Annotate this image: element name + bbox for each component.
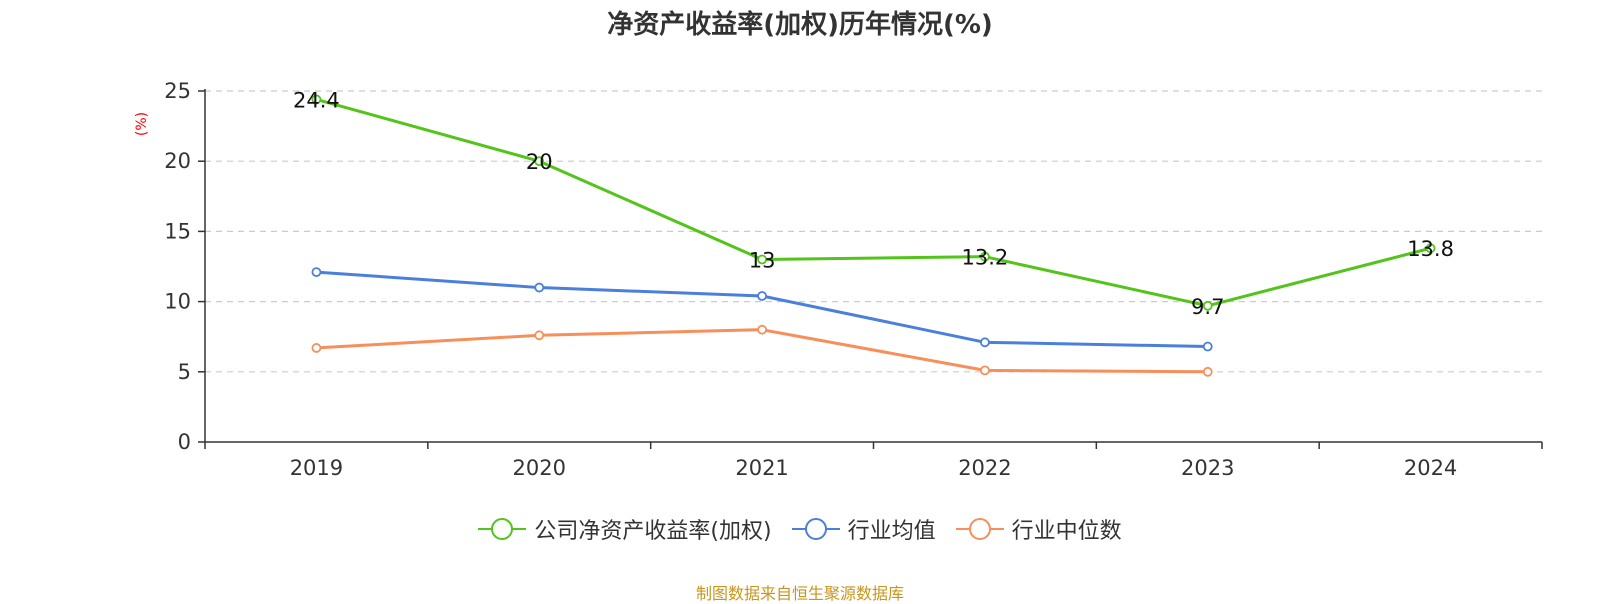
data-point[interactable] xyxy=(757,254,767,265)
legend-label: 行业中位数 xyxy=(1011,519,1122,544)
x-tick-label: 2021 xyxy=(735,456,788,480)
data-labels: 24.4 20 13 13.2 9.7 13.8 xyxy=(293,88,1454,318)
data-point[interactable] xyxy=(757,291,767,301)
series-lines xyxy=(311,94,1436,377)
series-line[interactable] xyxy=(316,328,1208,374)
data-label: 13.8 xyxy=(1407,237,1454,261)
x-tick-label: 2019 xyxy=(290,456,343,480)
source-note: 制图数据来自恒生聚源数据库 xyxy=(695,584,904,603)
legend-circle xyxy=(804,518,827,540)
legend-circle xyxy=(968,518,991,540)
chart-title: 净资产收益率(加权)历年情况(%) xyxy=(607,10,993,40)
data-label: 9.7 xyxy=(1191,295,1224,319)
legend: 公司净资产收益率(加权) 行业均值 行业中位数 xyxy=(0,513,1600,545)
y-tick-label: 0 xyxy=(178,430,191,454)
y-axis-label: (%) xyxy=(134,112,150,136)
gridlines xyxy=(205,90,1542,373)
data-label: 24.4 xyxy=(293,88,340,112)
y-tick-label: 15 xyxy=(164,219,191,243)
y-tick-label: 25 xyxy=(164,79,191,103)
data-point[interactable] xyxy=(1202,341,1213,352)
data-label: 13 xyxy=(749,248,776,272)
data-point[interactable] xyxy=(534,330,545,341)
x-tick-label: 2020 xyxy=(513,456,566,480)
data-point[interactable] xyxy=(311,267,322,278)
y-tick-label: 20 xyxy=(164,149,191,173)
series-line[interactable] xyxy=(316,270,1208,349)
data-point[interactable] xyxy=(311,94,322,105)
y-tick-label: 5 xyxy=(178,360,191,384)
data-point[interactable] xyxy=(1202,366,1213,377)
data-point[interactable] xyxy=(980,337,990,348)
legend-item[interactable]: 行业中位数 xyxy=(955,513,1122,545)
data-point[interactable] xyxy=(1425,243,1436,254)
legend-item[interactable]: 公司净资产收益率(加权) xyxy=(478,513,772,545)
y-tick-label: 10 xyxy=(164,290,191,314)
data-label: 20 xyxy=(526,150,553,174)
axes: 0 5 10 15 20 25 2019 2020 2021 2022 2023 2024 xyxy=(164,79,1543,480)
data-point[interactable] xyxy=(980,251,990,262)
legend-circle xyxy=(491,518,514,540)
legend-marker-icon xyxy=(955,518,1004,540)
legend-label: 行业均值 xyxy=(847,519,936,544)
data-point[interactable] xyxy=(757,324,767,335)
legend-label: 公司净资产收益率(加权) xyxy=(534,519,772,544)
data-point[interactable] xyxy=(534,156,545,167)
legend-marker-icon xyxy=(791,518,840,540)
data-label: 13.2 xyxy=(962,246,1009,270)
x-tick-label: 2022 xyxy=(958,456,1011,480)
legend-item[interactable]: 行业均值 xyxy=(791,513,936,545)
x-tick-label: 2023 xyxy=(1181,456,1234,480)
x-tick-label: 2024 xyxy=(1404,456,1457,480)
data-point[interactable] xyxy=(311,343,322,353)
legend-marker-icon xyxy=(478,518,527,540)
data-point[interactable] xyxy=(534,282,545,293)
data-point[interactable] xyxy=(980,365,990,376)
series-line[interactable] xyxy=(316,97,1431,308)
data-point[interactable] xyxy=(1202,300,1213,311)
